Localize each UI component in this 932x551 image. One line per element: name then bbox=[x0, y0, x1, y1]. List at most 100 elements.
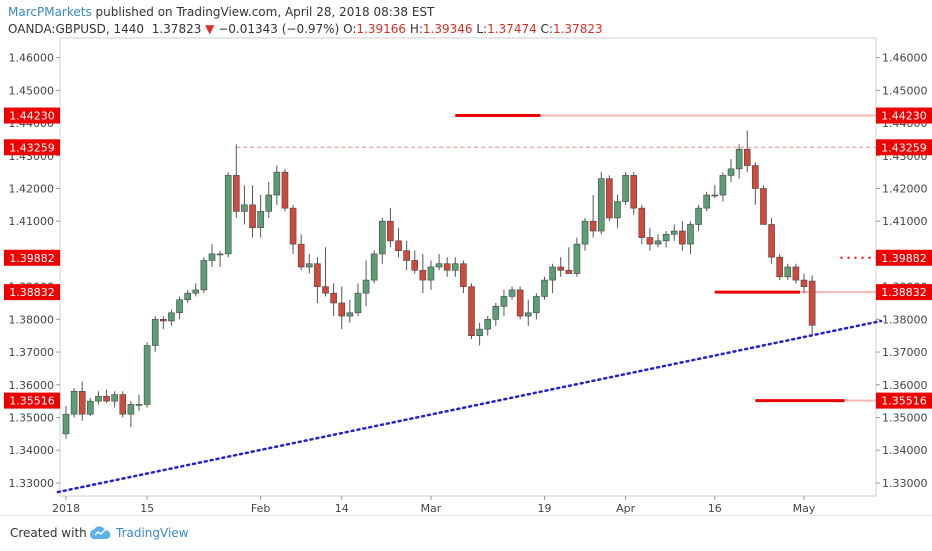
ytick-label-left: 1.36000 bbox=[9, 379, 55, 392]
candle bbox=[687, 221, 694, 254]
candle-body bbox=[581, 220, 589, 245]
candle-body bbox=[281, 171, 289, 209]
candle bbox=[760, 185, 767, 225]
candle bbox=[281, 168, 289, 212]
candle-body bbox=[427, 266, 435, 281]
tradingview-brand-link[interactable]: TradingView bbox=[116, 526, 189, 540]
candle-body bbox=[273, 171, 281, 196]
candle-body bbox=[257, 211, 264, 229]
candle-body bbox=[330, 292, 337, 304]
candle bbox=[468, 283, 475, 339]
trendline bbox=[56, 319, 883, 494]
candle bbox=[589, 195, 597, 238]
candle-body bbox=[638, 207, 646, 238]
candle-body bbox=[516, 289, 524, 317]
ytick-label-left: 1.42000 bbox=[9, 182, 55, 195]
level-label-left: 1.35516 bbox=[9, 395, 55, 408]
candle-body bbox=[87, 400, 94, 415]
candle-body bbox=[719, 175, 727, 196]
candle bbox=[233, 144, 240, 218]
level-label-right: 1.39882 bbox=[881, 252, 927, 265]
candle bbox=[500, 289, 508, 317]
candle bbox=[103, 389, 110, 403]
candle-body bbox=[743, 148, 751, 166]
candle-body bbox=[419, 269, 427, 281]
candle-body bbox=[622, 175, 629, 202]
candle bbox=[597, 172, 605, 235]
candle bbox=[719, 172, 727, 202]
candle bbox=[289, 204, 297, 254]
level-label-right-bg bbox=[876, 392, 932, 409]
candle-body bbox=[808, 280, 816, 326]
level-label-left: 1.44230 bbox=[9, 110, 55, 123]
price-chart[interactable]: 1.33000 1.33000 1.34000 1.34000 1.35000 1.350… bbox=[0, 0, 932, 515]
level-label-left-bg bbox=[4, 284, 60, 301]
candle bbox=[614, 195, 621, 228]
candle-body bbox=[103, 395, 110, 402]
candle-body bbox=[127, 404, 135, 415]
candle bbox=[508, 286, 516, 300]
author-link[interactable]: MarcPMarkets bbox=[8, 5, 92, 19]
candle-body bbox=[784, 266, 792, 278]
candle bbox=[354, 283, 362, 317]
open-value: 1.39166 bbox=[356, 22, 406, 36]
candle bbox=[208, 244, 216, 267]
candle bbox=[638, 204, 646, 245]
high-label: H: bbox=[409, 22, 423, 36]
candle bbox=[297, 234, 305, 271]
symbol-label: OANDA:GBPUSD, 1440 bbox=[8, 22, 145, 36]
candle-body bbox=[614, 201, 621, 219]
level-label-left: 1.38832 bbox=[9, 286, 55, 299]
candle-body bbox=[662, 233, 670, 242]
candle bbox=[703, 191, 710, 212]
candle bbox=[387, 208, 394, 248]
candle-body bbox=[216, 253, 224, 256]
candle bbox=[224, 172, 232, 258]
candle-body bbox=[443, 263, 451, 271]
candle bbox=[168, 309, 175, 326]
candle bbox=[524, 299, 532, 326]
candle bbox=[484, 316, 492, 336]
candle bbox=[176, 296, 183, 320]
candle-body bbox=[119, 394, 127, 415]
candle-body bbox=[524, 312, 532, 317]
level-label-right: 1.43259 bbox=[881, 141, 927, 154]
ytick-label-left: 1.38000 bbox=[9, 313, 55, 326]
candle-body bbox=[143, 345, 151, 405]
candle-body bbox=[338, 302, 346, 317]
symbol-line: OANDA:GBPUSD, 1440 1.37823 ▼ −0.01343 (−… bbox=[8, 21, 603, 38]
candle bbox=[192, 283, 200, 297]
ytick-label-left: 1.41000 bbox=[9, 215, 55, 228]
candle bbox=[265, 181, 273, 218]
candle-body bbox=[322, 286, 329, 294]
xtick-label: Mar bbox=[421, 502, 442, 515]
ytick-label-right: 1.41000 bbox=[882, 215, 928, 228]
candle bbox=[549, 263, 556, 294]
footer: Created with TradingView bbox=[0, 515, 932, 551]
candle-body bbox=[176, 299, 183, 314]
candle-body bbox=[411, 260, 419, 271]
candle bbox=[573, 237, 581, 277]
candle bbox=[249, 185, 256, 238]
candle-body bbox=[646, 237, 654, 245]
candle bbox=[70, 388, 78, 418]
candle-body bbox=[654, 240, 662, 245]
low-label: L: bbox=[476, 22, 488, 36]
candle-body bbox=[135, 404, 143, 406]
candle bbox=[492, 302, 500, 326]
candle bbox=[127, 401, 135, 428]
candle-body bbox=[378, 220, 386, 255]
candle bbox=[622, 172, 629, 205]
candle-body bbox=[679, 230, 686, 245]
candle bbox=[476, 322, 483, 346]
candle bbox=[541, 276, 548, 300]
ytick-label-left: 1.33000 bbox=[9, 477, 55, 490]
candle-body bbox=[484, 319, 492, 330]
candle-body bbox=[711, 194, 719, 197]
candle bbox=[395, 227, 402, 258]
created-with-text: Created with bbox=[10, 526, 87, 540]
open-label: O: bbox=[343, 22, 357, 36]
publish-line: MarcPMarkets published on TradingView.co… bbox=[8, 4, 603, 21]
xtick-label: Feb bbox=[251, 502, 270, 515]
candle-body bbox=[78, 391, 86, 415]
